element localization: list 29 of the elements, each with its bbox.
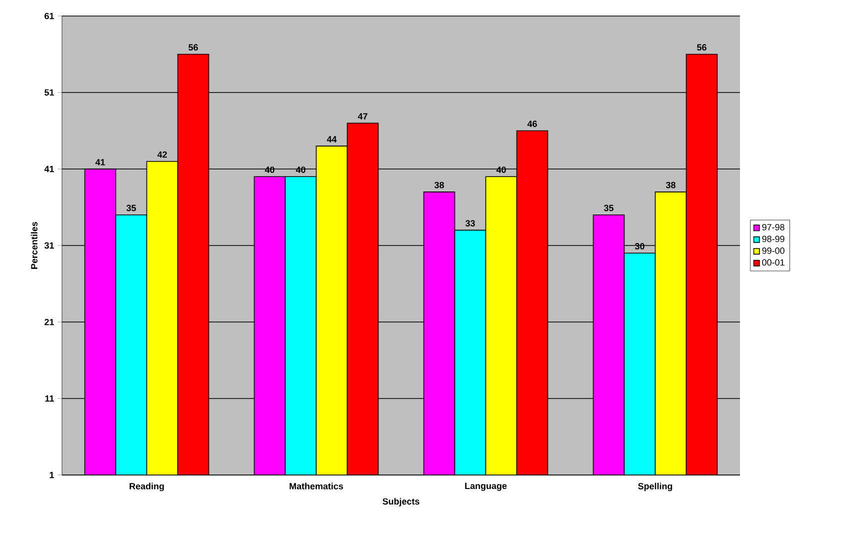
data-label: 33 xyxy=(465,220,475,226)
x-tick-label: Mathematics xyxy=(290,482,344,490)
legend-label: 97-98 xyxy=(762,224,784,230)
x-tick-label: Language xyxy=(465,482,507,491)
data-label: 47 xyxy=(358,113,368,120)
legend-label: 98-99 xyxy=(762,236,784,242)
y-axis-title: Percentiles xyxy=(30,222,38,269)
x-tick-label: Reading xyxy=(130,482,164,492)
data-label: 46 xyxy=(527,120,537,128)
y-tick-label: 61 xyxy=(44,12,54,20)
data-label: 35 xyxy=(126,204,136,212)
x-tick-label: Spelling xyxy=(638,482,672,492)
y-tick-label: 21 xyxy=(44,318,54,326)
data-label: 38 xyxy=(666,182,676,188)
data-label: 41 xyxy=(95,159,105,166)
data-label: 38 xyxy=(434,182,444,188)
y-tick-label: 31 xyxy=(44,242,54,249)
x-axis-title: Subjects xyxy=(382,498,420,506)
y-tick-label: 1 xyxy=(50,472,54,478)
data-label: 44 xyxy=(326,136,337,142)
y-tick-label: 51 xyxy=(44,89,54,96)
data-label: 56 xyxy=(188,44,198,51)
data-label: 56 xyxy=(697,44,706,51)
y-tick-label: 11 xyxy=(45,395,54,402)
data-label: 42 xyxy=(157,151,167,158)
legend-label: 99-00 xyxy=(762,247,784,254)
y-tick-label: 41 xyxy=(44,166,54,172)
data-label: 35 xyxy=(604,204,614,212)
legend-label: 00-01 xyxy=(762,259,784,266)
